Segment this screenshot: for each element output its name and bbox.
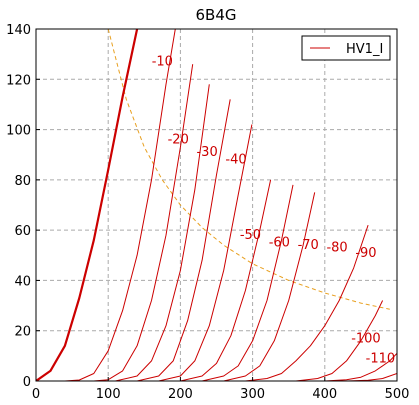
tick-label-x-200: 200 xyxy=(168,387,193,402)
series-curve-vgneg90 xyxy=(245,224,369,381)
legend-entry-hv1-i: HV1_I xyxy=(346,42,383,57)
chart-title: 6B4G xyxy=(195,6,236,24)
series-curve-vg0 xyxy=(36,29,139,381)
curve-label: -10 xyxy=(152,55,173,70)
tick-label-x-500: 500 xyxy=(385,387,410,402)
load-line-path xyxy=(107,29,390,310)
curve-label: -80 xyxy=(326,241,347,256)
plot-frame xyxy=(35,28,398,382)
series-curve-vgneg110 xyxy=(324,352,397,381)
legend: HV1_I xyxy=(301,35,391,61)
tick-label-x-400: 400 xyxy=(312,387,337,402)
series-curve-vgneg100 xyxy=(295,300,384,381)
tick-label-y-80: 80 xyxy=(14,174,31,189)
tick-label-y-0: 0 xyxy=(23,375,31,390)
series-curve-vgneg10 xyxy=(64,29,176,381)
series-curve-vgneg80 xyxy=(223,192,316,381)
tick-label-x-0: 0 xyxy=(32,387,40,402)
axis-ticks: 0 100 200 300 400 500 0 20 40 60 80 100 120 140 xyxy=(6,23,409,402)
tick-label-y-60: 60 xyxy=(14,224,31,239)
series-curve-vgneg20 xyxy=(93,64,194,381)
series-curve-vgneg70 xyxy=(201,184,294,381)
curve-label: -50 xyxy=(240,228,261,243)
tick-label-y-120: 120 xyxy=(6,73,31,88)
tick-label-y-100: 100 xyxy=(6,124,31,139)
curve-label: -40 xyxy=(225,153,246,168)
tick-label-y-40: 40 xyxy=(14,274,31,289)
tick-label-y-140: 140 xyxy=(6,23,31,38)
series-curve-vgneg50 xyxy=(158,124,253,381)
series-curves xyxy=(36,29,397,381)
load-line xyxy=(107,29,390,310)
series-curve-vgneg40 xyxy=(136,99,231,381)
series-curve-vgneg30 xyxy=(115,84,210,381)
series-curve-vgneg60 xyxy=(180,179,272,381)
curve-label: -60 xyxy=(269,236,290,251)
curve-label: -90 xyxy=(355,246,376,261)
curve-label: -30 xyxy=(196,145,217,160)
curve-label: -70 xyxy=(298,238,319,253)
curve-label: -110 xyxy=(366,351,396,366)
curve-label: -100 xyxy=(351,331,381,346)
tick-label-x-300: 300 xyxy=(240,387,265,402)
plot-area xyxy=(36,29,397,381)
tick-label-x-100: 100 xyxy=(96,387,121,402)
curve-label: -20 xyxy=(168,133,189,148)
curve-labels: -10 -20 -30 -40 -50 -60 -70 -80 -90 -100 -110 xyxy=(152,55,395,367)
tick-label-y-20: 20 xyxy=(14,325,31,340)
